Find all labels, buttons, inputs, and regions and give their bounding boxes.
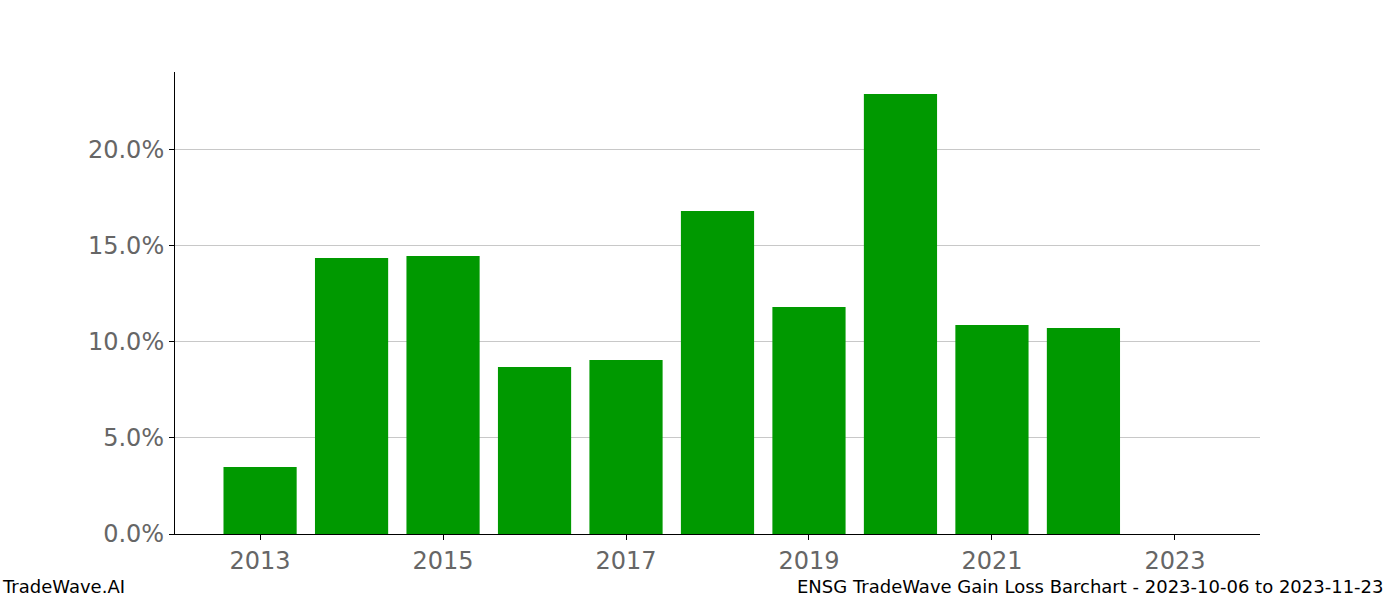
svg-text:ENSG TradeWave Gain Loss Barch: ENSG TradeWave Gain Loss Barchart - 2023… [797,576,1384,597]
svg-text:2017: 2017 [595,547,656,575]
svg-text:20.0%: 20.0% [88,136,164,164]
svg-text:2021: 2021 [961,547,1022,575]
svg-text:2015: 2015 [413,547,474,575]
svg-text:TradeWave.AI: TradeWave.AI [2,576,125,597]
svg-text:0.0%: 0.0% [103,520,164,548]
svg-text:2023: 2023 [1144,547,1205,575]
svg-text:5.0%: 5.0% [103,424,164,452]
svg-text:2013: 2013 [230,547,291,575]
svg-text:2019: 2019 [778,547,839,575]
svg-text:10.0%: 10.0% [88,328,164,356]
svg-text:15.0%: 15.0% [88,232,164,260]
